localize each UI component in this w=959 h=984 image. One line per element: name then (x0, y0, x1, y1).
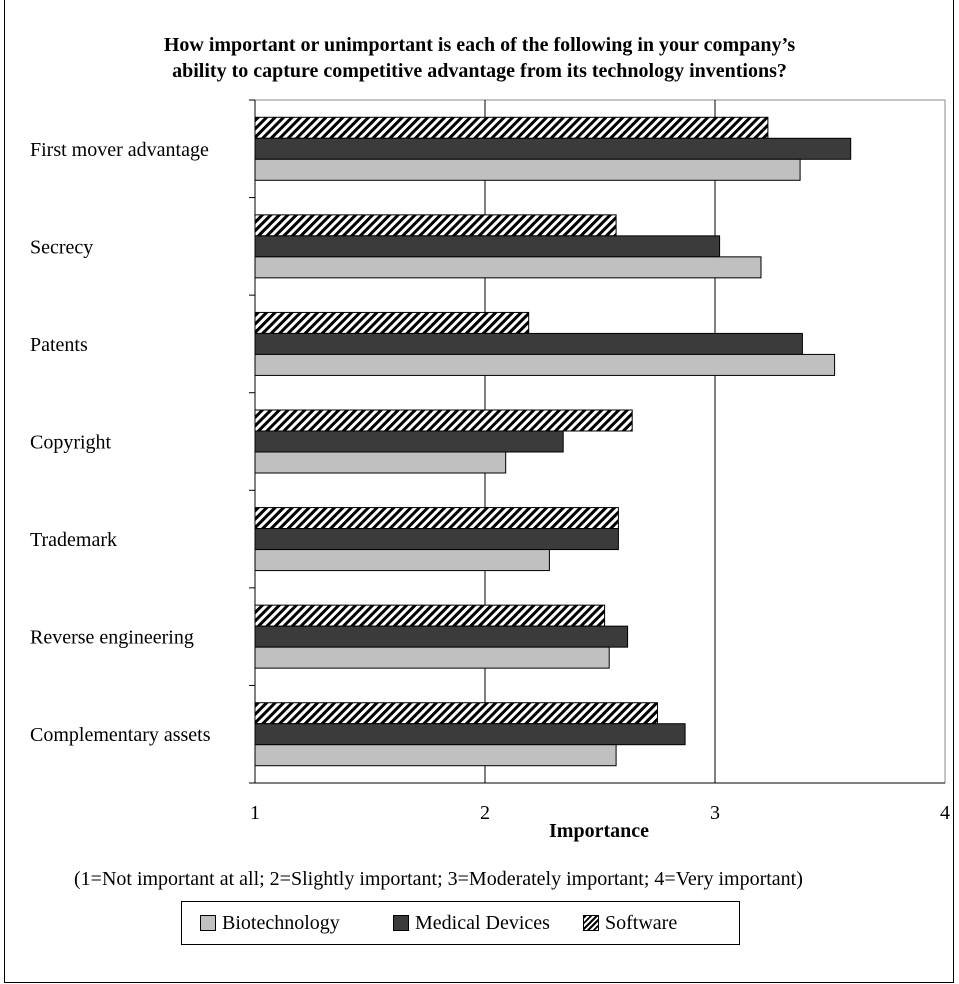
bar-software-complementary-assets (254, 702, 658, 725)
x-tick-label-2: 2 (480, 802, 490, 824)
chart-title-line-2: ability to capture competitive advantage… (172, 60, 787, 82)
legend-swatch-software (583, 915, 599, 931)
bar-medical-devices-reverse-engineering (254, 625, 629, 648)
category-label-patents: Patents (30, 334, 88, 356)
bar-medical-devices-secrecy (254, 235, 721, 258)
legend-item-software: Software (583, 911, 677, 935)
importance-scale-note: (1=Not important at all; 2=Slightly impo… (74, 868, 803, 890)
bar-software-secrecy (254, 214, 617, 237)
legend-swatch-biotechnology (200, 915, 216, 931)
legend-label-medical-devices: Medical Devices (415, 911, 550, 934)
bar-chart: 1 2 3 4 Importance First mover advantage Secre… (30, 99, 950, 842)
category-label-complementary-assets: Complementary assets (30, 724, 211, 746)
chart-title-line-1: How important or unimportant is each of … (163, 34, 796, 56)
bar-biotechnology-reverse-engineering (254, 646, 610, 669)
bar-medical-devices-patents (254, 332, 803, 355)
category-label-secrecy: Secrecy (30, 236, 93, 258)
bar-biotechnology-copyright (254, 451, 507, 474)
x-tick-label-3: 3 (710, 802, 720, 824)
bar-medical-devices-copyright (254, 430, 564, 453)
category-label-trademark: Trademark (30, 529, 117, 551)
legend-label-software: Software (605, 911, 678, 934)
bar-software-first-mover-advantage (254, 116, 769, 139)
bar-biotechnology-complementary-assets (254, 744, 617, 767)
bar-software-copyright (254, 409, 633, 432)
bar-medical-devices-trademark (254, 528, 619, 551)
category-label-first-mover-advantage: First mover advantage (30, 139, 209, 161)
x-axis-title: Importance (549, 820, 649, 842)
legend-label-biotechnology: Biotechnology (222, 911, 340, 934)
bar-medical-devices-complementary-assets (254, 723, 686, 746)
x-tick-label-4: 4 (940, 802, 950, 824)
legend-item-medical-devices: Medical Devices (393, 911, 550, 935)
bar-biotechnology-secrecy (254, 256, 762, 279)
legend-item-biotechnology: Biotechnology (200, 911, 340, 935)
bar-medical-devices-first-mover-advantage (254, 137, 852, 160)
x-tick-label-1: 1 (250, 802, 260, 824)
category-label-copyright: Copyright (30, 432, 112, 454)
bar-software-trademark (254, 507, 619, 530)
legend-swatch-medical-devices (393, 915, 409, 931)
bar-software-reverse-engineering (254, 604, 606, 627)
bar-biotechnology-trademark (254, 549, 550, 572)
bar-biotechnology-patents (254, 353, 836, 376)
bar-software-patents (254, 311, 530, 334)
legend: Biotechnology Medical Devices Software (181, 901, 740, 945)
bar-biotechnology-first-mover-advantage (254, 158, 801, 181)
category-label-reverse-engineering: Reverse engineering (30, 627, 194, 649)
chart-frame (4, 0, 954, 983)
